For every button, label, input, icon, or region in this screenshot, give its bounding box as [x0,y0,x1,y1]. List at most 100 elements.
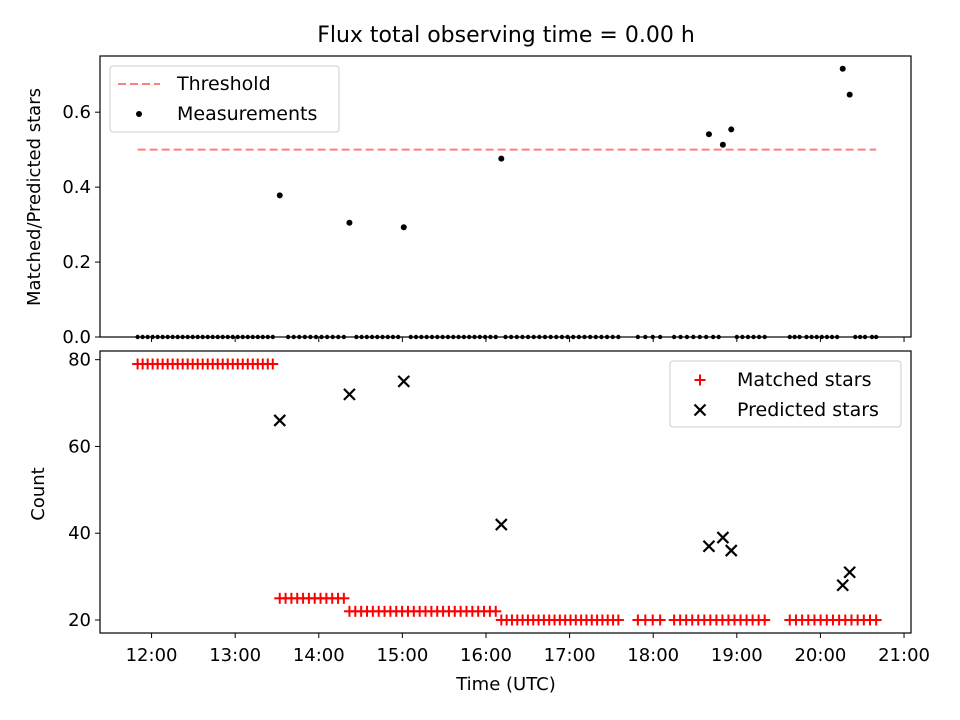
measurement-point-zero [308,334,313,340]
x-axis-label: Time (UTC) [455,674,556,695]
chart-title: Flux total observing time = 0.00 h [317,23,695,48]
measurement-point-zero [255,334,260,340]
measurement-point-zero [520,334,525,340]
measurement-point-zero [671,334,677,340]
legend-threshold-label: Threshold [176,73,271,95]
bottom-y-tick-label: 20 [68,610,91,631]
measurement-point-zero [291,334,296,340]
measurement-point-zero [369,334,375,340]
measurement-point-zero [195,334,200,340]
measurement-point-zero [587,334,593,340]
measurement-point-zero [210,334,215,340]
measurement-point-zero [542,334,548,340]
measurement-point-zero [170,334,175,340]
measurement-point-zero [537,334,542,340]
measurement-point-zero [554,334,559,340]
bottom-legend-box [669,360,902,428]
measurement-point-zero [616,334,621,340]
measurement-point-zero [230,334,235,340]
measurement-point-zero [643,334,648,340]
legend-measurements-marker [136,111,142,117]
measurement-point-zero [684,334,690,340]
x-tick-label: 20:00 [794,645,846,666]
measurement-point-zero [145,334,150,340]
cross-b [273,414,287,427]
measurement-point-zero [472,334,477,340]
top-panel: 0.0 0.2 0.4 0.6 Threshold Measurements [62,55,912,348]
measurement-point-zero [804,334,809,340]
cross-b [397,375,411,388]
x-tick-label: 12:00 [126,645,178,666]
measurement-point-zero [829,334,835,340]
measurement-point-zero [514,334,519,340]
measurement-point-zero [734,334,740,340]
measurement-point-zero [413,334,419,340]
measurement-point-zero [429,334,435,340]
measurement-point-zero [160,334,165,340]
predicted-star-point [343,388,356,401]
measurement-point-zero [853,334,858,340]
measurement-point-zero [140,334,145,340]
x-tick-label: 18:00 [627,645,679,666]
cross-b [495,518,508,531]
cross-b [693,403,707,417]
measurement-point-zero [493,334,498,340]
cross-b [716,531,730,544]
measurement-point-zero [175,334,180,340]
measurement-point-zero [302,334,308,340]
bottom-y-tick-label: 40 [68,523,91,544]
bottom-y-axis-label: Count [28,467,49,520]
measurement-point [728,126,735,133]
measurement-point-zero [762,334,767,340]
measurement-point-zero [456,334,461,340]
bottom-y-tick-label: 60 [68,436,91,457]
measurement-point [498,155,505,162]
measurement-point-zero [180,334,185,340]
matched-star-point [759,614,771,626]
measurement-point-zero [336,334,341,340]
measurement-point-zero [440,334,445,340]
measurement-point [400,224,407,231]
measurement-point-zero [285,334,291,340]
predicted-star-point [716,531,730,544]
measurement-point-zero [396,334,401,340]
measurement-point-zero [375,334,380,340]
measurement-point-zero [792,334,797,340]
measurement-point-zero [525,334,531,340]
measurement-point [719,141,726,148]
measurement-point-zero [390,334,396,340]
measurement-point-zero [215,334,220,340]
bottom-panel: 20 40 60 80 12:00 13:00 14:00 15:00 16:00 17:00 18… [68,350,930,666]
measurement-point-zero [235,334,240,340]
measurement-point-zero [451,334,456,340]
measurement-point-zero [260,334,265,340]
measurement-point-zero [657,334,663,340]
measurement-point-zero [466,334,472,340]
measurement-point-zero [559,334,565,340]
measurement-point-zero [710,334,716,340]
cross-b [843,565,856,579]
matched-star-point [612,614,624,626]
matched-star-point [267,358,279,370]
cross-b [702,539,716,553]
matched-star-point [338,592,350,604]
x-tick-label: 15:00 [376,645,428,666]
top-y-tick-label: 0.2 [62,252,91,273]
matched-star-point [654,614,666,626]
measurement-point-zero [220,334,225,340]
measurement-point-zero [857,334,863,340]
top-y-tick-label: 0.0 [62,327,91,348]
measurement-point-zero [324,334,330,340]
measurement-point-zero [225,334,230,340]
measurement-point-zero [862,334,868,340]
measurement-point-zero [756,334,762,340]
legend-matched-marker [694,374,706,386]
measurement-point-zero [503,334,508,340]
x-tick-label: 21:00 [878,645,930,666]
measurement-point-zero [482,334,488,340]
measurement-point-zero [250,334,255,340]
measurement-point-zero [488,334,493,340]
legend-predicted-label: Predicted stars [737,399,879,421]
measurement-point-zero [364,334,370,340]
